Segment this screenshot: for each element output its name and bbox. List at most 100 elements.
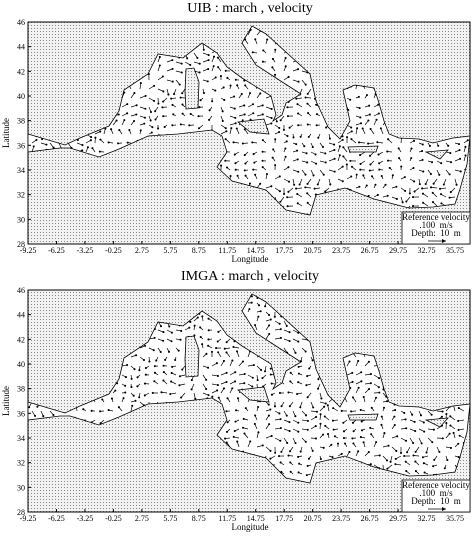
vector-head <box>433 458 436 461</box>
vector-head <box>314 153 317 156</box>
vector-head <box>395 449 398 453</box>
x-tick-label: 23.75 <box>332 246 350 255</box>
vector-head <box>211 395 214 398</box>
vector-head <box>314 437 318 440</box>
vector-head <box>269 449 272 452</box>
vector-head <box>378 162 381 165</box>
x-tick-label: -9.25 <box>20 246 37 255</box>
vector-head <box>324 402 327 405</box>
vector-head <box>261 150 264 153</box>
vector-head <box>350 175 353 178</box>
vector-head <box>219 75 222 78</box>
vector-head <box>305 152 308 155</box>
vector-head <box>359 168 362 171</box>
vector-head <box>322 173 325 176</box>
vector-head <box>254 414 257 417</box>
vector-head <box>405 200 408 203</box>
vector-head <box>217 330 220 333</box>
vector-head <box>26 483 27 484</box>
vector-head <box>196 56 199 59</box>
vector-head <box>351 437 354 440</box>
vector-head <box>389 460 392 463</box>
vector-head <box>350 130 353 133</box>
vector-head <box>284 57 287 60</box>
vector-head <box>181 368 184 371</box>
vector-head <box>124 376 127 379</box>
vector-head <box>153 371 157 374</box>
x-tick-label: -9.25 <box>20 514 37 523</box>
vector-head <box>406 451 409 454</box>
vector-head <box>370 433 373 436</box>
vector-head <box>388 166 391 169</box>
vector-head <box>414 450 417 453</box>
vector-head <box>231 359 234 362</box>
vector-head <box>410 147 413 150</box>
vector-head <box>432 465 435 468</box>
vector-head <box>226 76 229 79</box>
vector-head <box>161 106 164 109</box>
vector-head <box>362 395 365 399</box>
vector-head <box>170 97 173 100</box>
vector-head <box>135 113 138 116</box>
vector-head <box>422 170 425 173</box>
vector-head <box>153 365 156 368</box>
vector-head <box>398 157 401 160</box>
vector-head <box>288 331 291 334</box>
vector-head <box>286 106 289 109</box>
vector-head <box>124 391 127 394</box>
vector-head <box>342 430 346 433</box>
vector-head <box>244 407 247 410</box>
y-tick-label: 30 <box>17 215 25 224</box>
vector-head <box>139 82 142 85</box>
vector-head <box>368 113 371 116</box>
vector-head <box>282 128 285 131</box>
vector-head <box>34 414 37 417</box>
vector-head <box>178 375 182 378</box>
vector-head <box>367 142 370 145</box>
vector-head <box>345 136 349 139</box>
vector-head <box>224 159 227 162</box>
vector-head <box>180 329 183 333</box>
y-tick-label: 34 <box>17 166 25 175</box>
panel-title: IMGA : march , velocity <box>181 269 319 284</box>
vector-head <box>323 405 326 408</box>
vector-head <box>226 421 229 424</box>
vector-head <box>304 186 307 189</box>
vector-head <box>162 90 165 93</box>
vector-head <box>253 161 256 164</box>
vector-head <box>299 406 302 409</box>
y-tick-label: 38 <box>17 117 25 126</box>
vector-head <box>189 112 192 115</box>
vector-head <box>384 183 387 186</box>
vector-head <box>397 147 400 150</box>
vector-head <box>86 146 89 149</box>
vector-head <box>171 67 174 70</box>
vector-head <box>198 62 201 65</box>
vector-head <box>374 183 377 186</box>
vector-head <box>233 107 236 110</box>
vector-head <box>382 388 385 391</box>
vector-head <box>180 396 183 399</box>
vector-head <box>243 154 246 157</box>
vector-head <box>90 136 93 139</box>
vector-head <box>225 371 228 374</box>
vector-head <box>178 83 181 86</box>
vector-head <box>359 162 362 165</box>
vector-head <box>189 63 192 66</box>
vector-head <box>117 142 120 145</box>
vector-head <box>214 89 217 92</box>
vector-head <box>321 145 325 149</box>
vector-head <box>413 420 416 423</box>
x-tick-label: 8.75 <box>192 246 206 255</box>
vector-head <box>296 192 299 196</box>
vector-head <box>377 153 380 156</box>
vector-head <box>252 364 255 367</box>
vector-head <box>177 349 180 352</box>
vector-head <box>261 60 264 63</box>
vector-head <box>360 420 363 423</box>
vector-head <box>438 450 441 453</box>
vector-head <box>314 425 317 428</box>
vector-head <box>437 144 440 147</box>
vector-head <box>211 100 214 103</box>
